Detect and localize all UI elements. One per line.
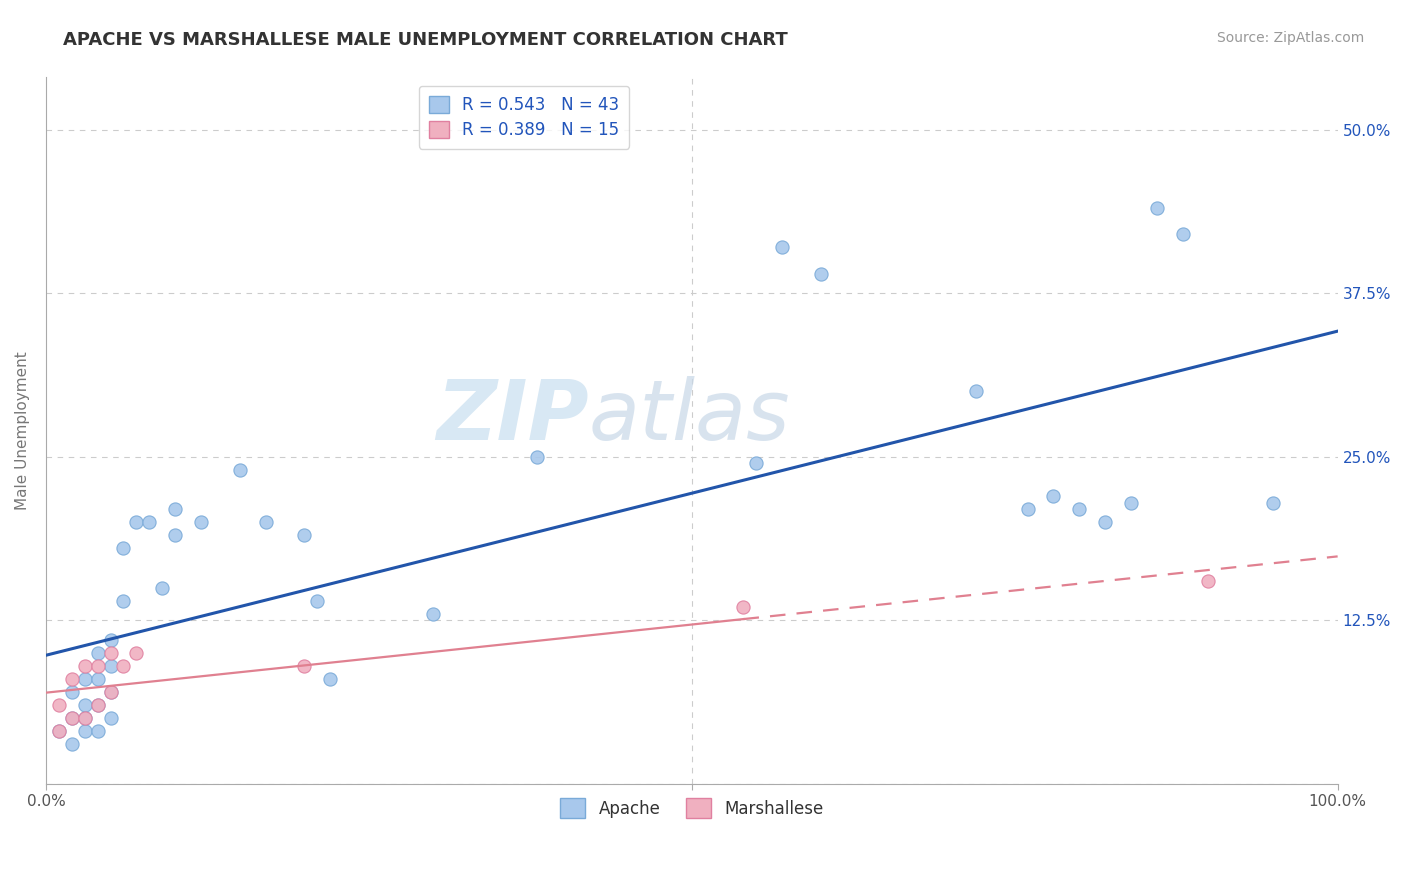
Point [138,515,160,529]
Point [1069,502,1091,516]
Point [73,659,96,673]
Point [733,600,755,615]
Point [73,672,96,686]
Point [1094,515,1116,529]
Point [745,456,768,470]
Point [48,724,70,739]
Point [526,450,548,464]
Point [125,515,148,529]
Point [60,685,83,699]
Point [86,659,108,673]
Point [86,698,108,713]
Point [1017,502,1039,516]
Point [60,711,83,725]
Point [73,711,96,725]
Point [254,515,277,529]
Point [770,240,793,254]
Point [48,698,70,713]
Point [100,685,122,699]
Point [112,659,135,673]
Point [86,724,108,739]
Y-axis label: Male Unemployment: Male Unemployment [15,351,30,510]
Point [112,593,135,607]
Point [60,711,83,725]
Point [86,646,108,660]
Point [1119,495,1142,509]
Point [112,541,135,556]
Point [228,463,250,477]
Point [100,711,122,725]
Legend: Apache, Marshallese: Apache, Marshallese [554,791,830,825]
Point [100,646,122,660]
Point [319,672,342,686]
Point [100,685,122,699]
Point [165,502,187,516]
Point [1198,574,1220,588]
Point [86,698,108,713]
Point [1171,227,1194,242]
Point [86,672,108,686]
Point [48,724,70,739]
Point [73,724,96,739]
Point [422,607,444,621]
Point [100,659,122,673]
Point [150,581,173,595]
Point [165,528,187,542]
Point [60,738,83,752]
Point [100,632,122,647]
Point [73,711,96,725]
Text: ZIP: ZIP [436,376,589,457]
Point [307,593,329,607]
Point [810,267,832,281]
Point [60,672,83,686]
Point [292,528,315,542]
Point [292,659,315,673]
Point [1042,489,1064,503]
Point [73,698,96,713]
Point [1261,495,1284,509]
Point [190,515,212,529]
Text: Source: ZipAtlas.com: Source: ZipAtlas.com [1216,31,1364,45]
Point [125,646,148,660]
Point [1146,201,1168,215]
Text: APACHE VS MARSHALLESE MALE UNEMPLOYMENT CORRELATION CHART: APACHE VS MARSHALLESE MALE UNEMPLOYMENT … [63,31,787,49]
Text: atlas: atlas [589,376,790,457]
Point [965,384,987,399]
